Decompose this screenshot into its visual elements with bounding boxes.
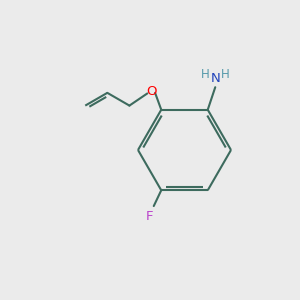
Text: F: F [146, 210, 153, 223]
Text: O: O [146, 85, 157, 98]
Text: H: H [201, 68, 210, 81]
Text: N: N [210, 72, 220, 85]
Text: H: H [221, 68, 230, 81]
